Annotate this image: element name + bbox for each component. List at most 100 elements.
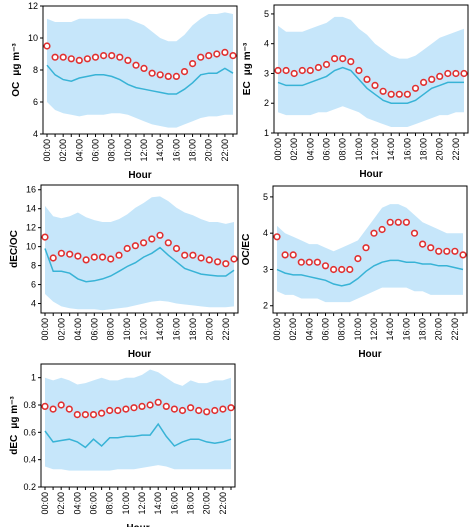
marker-point [289,251,297,259]
marker-point [205,51,213,60]
plot-frame [273,4,469,134]
x-tick-label: 22:00 [221,318,231,341]
marker-point [395,90,403,98]
y-tick-label: 12 [28,1,38,11]
marker-point [181,251,189,259]
y-axis-label-text: dEC/OC [9,230,20,268]
x-tick-label: 20:00 [202,492,212,515]
x-tick-label: 06:00 [321,318,331,341]
marker-point [394,218,402,226]
x-tick-label: 02:00 [56,492,66,515]
x-axis-label: Hour [359,169,382,180]
x-tick-label: 00:00 [42,139,52,162]
marker-point [386,218,394,226]
marker-point [180,67,189,76]
x-tick-label: 14:00 [385,318,395,341]
marker-point [297,258,305,266]
marker-point [57,401,65,409]
marker-point [459,251,467,259]
marker-point [346,265,354,274]
y-tick-label: 1 [264,128,269,138]
marker-point [282,66,290,75]
marker-point [140,239,148,247]
x-tick-label: 08:00 [106,318,116,341]
x-tick-label: 00:00 [272,318,282,341]
marker-point [108,51,116,60]
marker-point [378,225,386,234]
y-tick-label: 12 [26,223,36,233]
x-tick-label: 14:00 [153,492,163,515]
marker-point [347,57,355,66]
marker-point [132,61,140,69]
marker-point [402,218,411,226]
marker-point [67,55,75,63]
marker-point [162,402,170,411]
x-tick-label: 06:00 [89,318,99,341]
marker-point [379,87,387,95]
marker-point [146,401,154,409]
marker-point [290,69,298,78]
marker-point [428,75,436,83]
x-tick-label: 02:00 [289,138,299,161]
x-tick-label: 06:00 [91,139,101,162]
marker-point [154,398,162,406]
range-band [47,12,233,128]
x-tick-label: 04:00 [304,318,314,341]
x-tick-label: 20:00 [204,139,214,162]
marker-point [148,69,156,77]
panel-oc: 4 6 8 10 12 00:00 02:00 04:00 06:00 08:00 10:00 12:… [11,1,238,181]
marker-point [420,78,428,86]
panel-dec: 0.2 0.4 0.6 0.8 1 00:00 02:00 04:00 06:00 08:00 10… [9,363,236,527]
x-tick-label: 22:00 [218,492,228,515]
y-tick-label: 0.4 [23,455,36,465]
y-tick-label: 1 [31,373,36,383]
marker-point [363,75,371,83]
marker-point [214,258,222,266]
y-tick-label: 4 [263,228,268,238]
x-axis-label: Hour [358,349,381,360]
y-axis-label-text: dEC [9,435,20,455]
marker-point [403,90,412,98]
series-line [46,64,234,95]
marker-point [170,405,178,413]
marker-point [195,406,203,415]
x-tick-label: 16:00 [171,139,181,162]
x-tick-label: 06:00 [322,138,332,161]
marker-point [321,262,330,270]
x-tick-label: 14:00 [155,318,165,341]
marker-point [89,411,98,419]
marker-point [178,406,187,415]
y-axis-unit: μg m⁻³ [11,43,22,76]
x-tick-label: 10:00 [122,318,132,341]
marker-point [227,404,235,412]
marker-point [97,409,106,417]
marker-point [43,42,51,50]
x-tick-label: 22:00 [220,139,230,162]
marker-point [314,63,323,72]
marker-point [274,66,282,75]
marker-point [164,239,172,247]
y-tick-label: 4 [264,39,269,49]
marker-point [460,69,468,78]
x-axis-label: Hour [128,349,151,360]
x-tick-label: 10:00 [123,139,133,162]
y-axis-label: dEC/OC [9,230,20,268]
x-tick-label: 22:00 [450,318,460,341]
x-tick-label: 08:00 [107,139,117,162]
x-tick-label: 00:00 [273,138,283,161]
marker-point [66,250,74,258]
marker-point [73,411,81,419]
x-tick-label: 14:00 [155,139,165,162]
range-band [45,369,231,471]
y-tick-label: 3 [263,264,268,274]
x-tick-label: 08:00 [105,492,115,515]
marker-point [339,54,347,63]
marker-point [219,405,227,413]
marker-point [451,247,459,255]
marker-point [57,249,66,257]
marker-point [74,252,82,260]
marker-point [187,404,195,412]
y-tick-label: 6 [33,97,38,107]
y-axis-label: EC μg m⁻³ [242,42,253,95]
